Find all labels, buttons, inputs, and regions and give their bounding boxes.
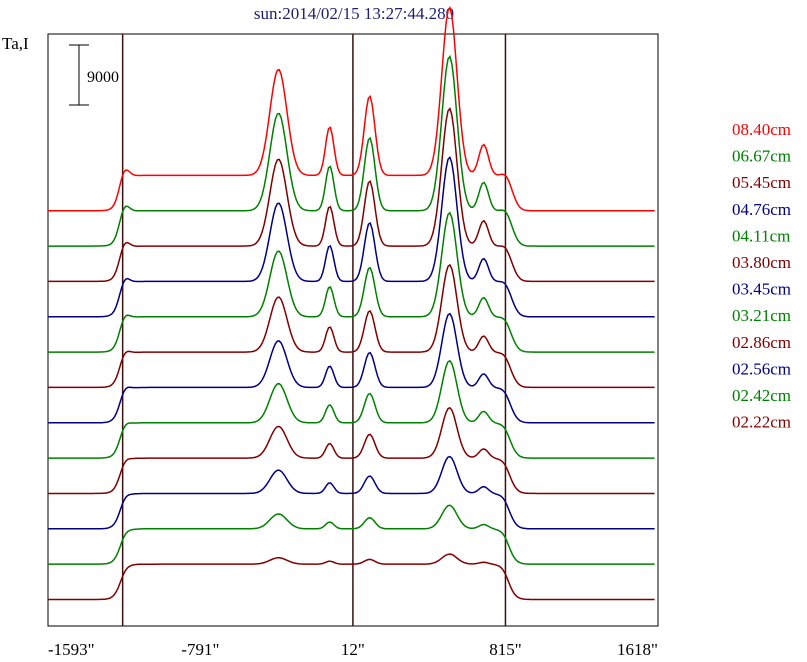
x-tick-label: 12" bbox=[341, 640, 365, 659]
series-line-02.86cm bbox=[48, 406, 655, 495]
vertical-markers bbox=[121, 34, 507, 626]
series-layer bbox=[48, 6, 655, 601]
legend: 08.40cm 06.67cm 05.45cm 04.76cm 04.11cm 03.80… bbox=[732, 120, 791, 432]
legend-entry: 08.40cm bbox=[732, 120, 791, 139]
series-line-03.45cm bbox=[48, 312, 655, 424]
legend-entry: 06.67cm bbox=[732, 147, 791, 166]
x-tick-label: 1618" bbox=[617, 640, 658, 659]
legend-entry: 02.56cm bbox=[732, 359, 791, 378]
scale-bar: 9000 bbox=[69, 44, 119, 106]
series-line-06.67cm bbox=[48, 54, 655, 247]
series-line-04.11cm bbox=[48, 211, 655, 353]
x-tick-label: -791" bbox=[181, 640, 219, 659]
series-line-08.40cm bbox=[48, 6, 655, 212]
series-line-02.22cm bbox=[48, 553, 655, 601]
series-line-05.45cm bbox=[48, 107, 655, 283]
series-line-03.21cm bbox=[48, 359, 655, 459]
x-tick-label: -1593" bbox=[48, 640, 95, 659]
legend-entry: 03.80cm bbox=[732, 253, 791, 272]
legend-entry: 03.21cm bbox=[732, 306, 791, 325]
series-line-04.76cm bbox=[48, 155, 655, 318]
legend-entry: 02.22cm bbox=[732, 413, 791, 432]
legend-entry: 02.86cm bbox=[732, 333, 791, 352]
legend-entry: 04.76cm bbox=[732, 200, 791, 219]
legend-entry: 04.11cm bbox=[732, 226, 790, 245]
series-line-02.56cm bbox=[48, 455, 655, 530]
chart-title: sun:2014/02/15 13:27:44.280 bbox=[254, 4, 454, 23]
scale-bar-label: 9000 bbox=[87, 69, 119, 86]
legend-entry: 05.45cm bbox=[732, 173, 791, 192]
y-axis-label: Ta,I bbox=[2, 34, 29, 53]
legend-entry: 03.45cm bbox=[732, 280, 791, 299]
x-tick-labels: -1593" -791" 12" 815" 1618" bbox=[48, 640, 658, 659]
legend-entry: 02.42cm bbox=[732, 386, 791, 405]
series-line-02.42cm bbox=[48, 504, 655, 565]
x-tick-label: 815" bbox=[489, 640, 521, 659]
series-line-03.80cm bbox=[48, 263, 655, 389]
